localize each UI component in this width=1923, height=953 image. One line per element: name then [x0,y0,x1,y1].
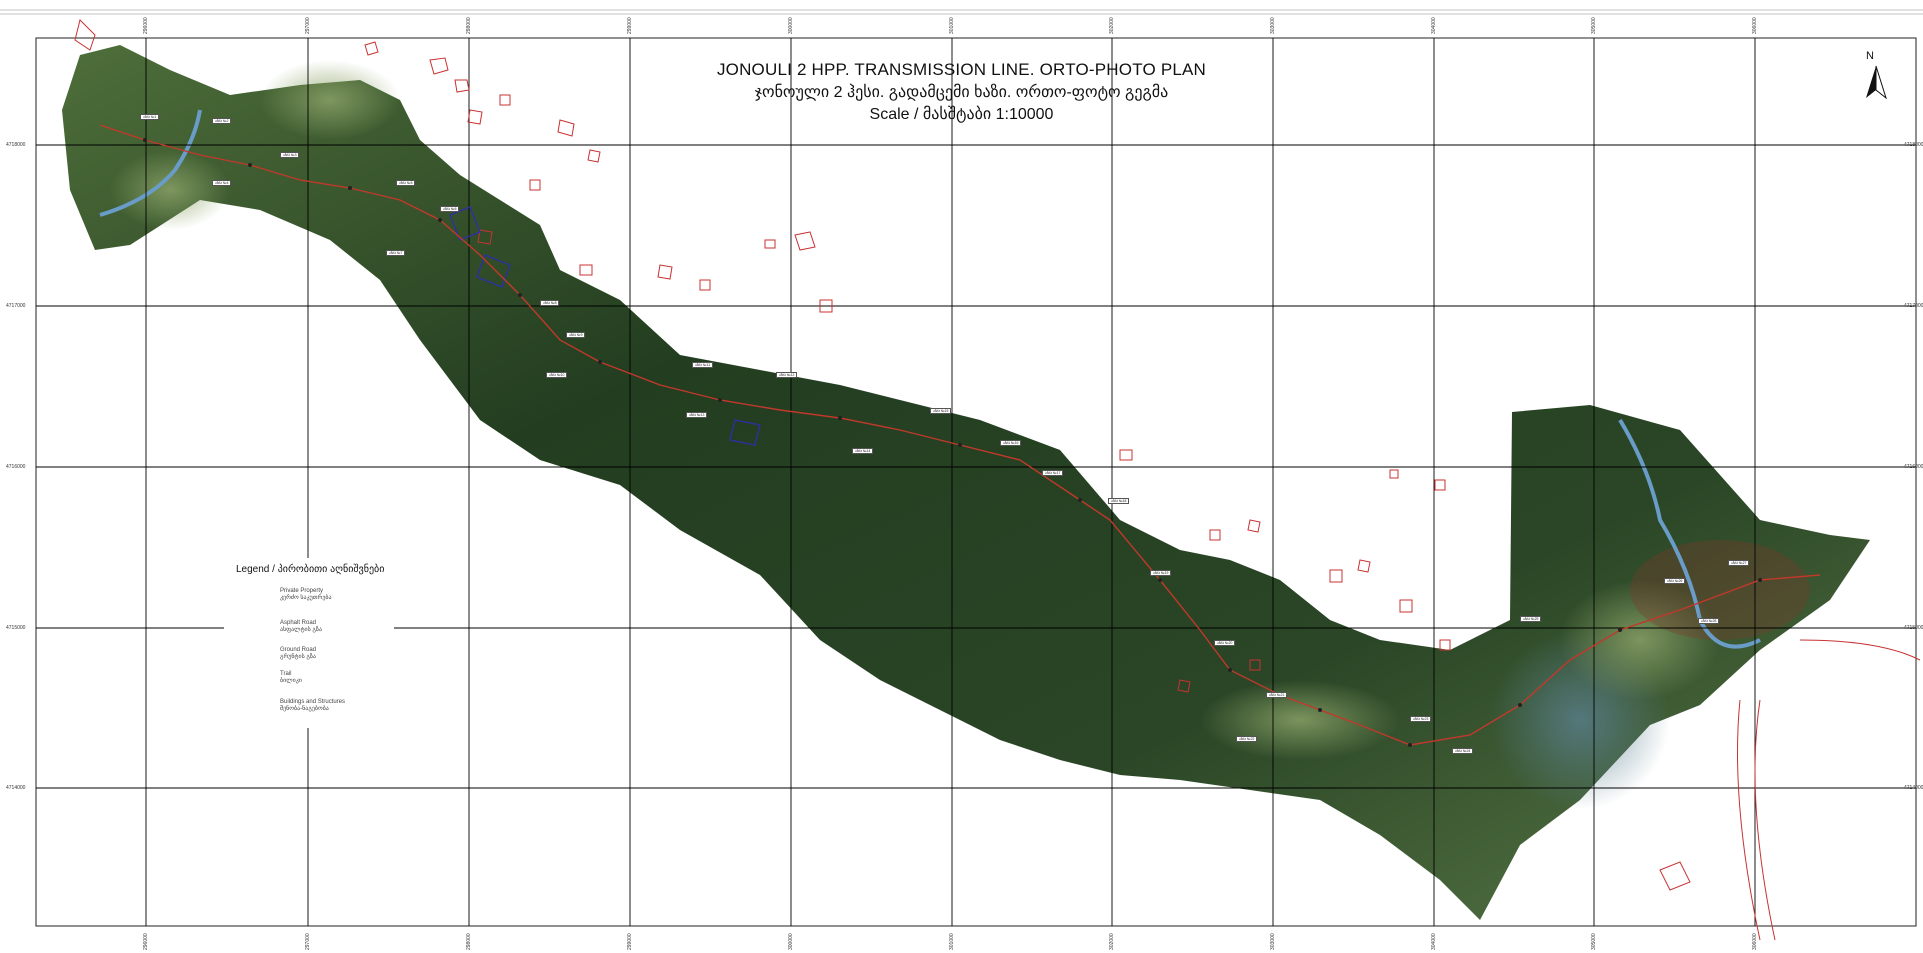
legend-label-ka: შენობა-ნაგებობა [280,706,329,712]
grid-tick-top: 300000 [788,17,794,34]
grid-tick-bottom: 304000 [1431,933,1437,950]
grid-tick-right: 4718000 [1904,142,1923,148]
grid-tick-right: 4715000 [1904,625,1923,631]
tower-label: ანძა №14 [852,448,874,454]
tower-label: ანძა №1 [140,114,160,120]
grid-tick-top: 305000 [1591,17,1597,34]
tower-label: ანძა №22 [1236,736,1258,742]
grid-tick-bottom: 300000 [788,933,794,950]
building-outlines [449,206,761,446]
north-arrow-icon [1866,65,1887,100]
tower-label: ანძა №4 [212,180,232,186]
legend: Legend / პირობითი აღნიშვნები Private Pro… [224,558,394,728]
tower-label: ანძა №5 [396,180,416,186]
tower-points [143,138,1762,747]
tower-label: ანძა №9 [566,332,586,338]
grid-tick-left: 4718000 [6,142,26,148]
grid-tick-bottom: 306000 [1752,933,1758,950]
map-frame [35,37,1917,927]
orthophoto-strip [62,45,1870,920]
tower-label: ანძა №3 [280,152,300,158]
grid-tick-bottom: 296000 [143,933,149,950]
map-scale: Scale / მასშტაბი 1:10000 [869,106,1054,123]
map-title-georgian: ჯონოული 2 ჰესი. გადამცემი ხაზი. ორთო-ფოტ… [754,84,1169,101]
tower-label: ანძა №11 [692,362,714,368]
tower-label: ანძა №20 [1214,640,1236,646]
tower-label: ანძა №12 [776,372,798,378]
tower-label: ანძა №6 [440,206,460,212]
tower-label: ანძა №26 [1664,578,1686,584]
grid-tick-bottom: 301000 [949,933,955,950]
tower-label: ანძა №7 [386,250,406,256]
tower-label: ანძა №21 [1266,692,1288,698]
grid-tick-left: 4714000 [6,785,26,791]
grid-tick-top: 296000 [143,17,149,34]
tower-label: ანძა №2 [212,118,232,124]
grid-tick-top: 301000 [949,17,955,34]
tower-label: ანძა №16 [1000,440,1022,446]
map-title: JONOULI 2 HPP. TRANSMISSION LINE. ORTO-P… [716,60,1207,79]
tower-label: ანძა №24 [1452,748,1474,754]
grid-tick-right: 4714000 [1904,785,1923,791]
grid-tick-top: 303000 [1270,17,1276,34]
tower-label: ანძა №27 [1728,560,1750,566]
grid-tick-bottom: 297000 [305,933,311,950]
private-property-outlines [74,19,1921,941]
grid-tick-left: 4717000 [6,303,26,309]
legend-label-ka: ასფალტის გზა [280,627,322,633]
legend-label-ka: კერძო საკუთრება [280,595,332,601]
legend-title: Legend / პირობითი აღნიშვნები [236,564,385,575]
grid-tick-top: 302000 [1109,17,1115,34]
tower-label: ანძა №13 [686,412,708,418]
tower-label: ანძა №28 [1698,618,1720,624]
grid-tick-bottom: 302000 [1109,933,1115,950]
legend-label-en: Ground Road [280,647,317,653]
grid-tick-top: 304000 [1431,17,1437,34]
tower-label: ანძა №10 [546,372,568,378]
tower-label: ანძა №19 [1150,570,1172,576]
grid-tick-left: 4716000 [6,464,26,470]
legend-label-ka: ბილიკი [280,678,302,684]
legend-label-en: Asphalt Road [280,620,317,626]
legend-label-ka: გრუნტის გზა [280,654,316,660]
grid-tick-top: 297000 [305,17,311,34]
legend-label-en: Buildings and Structures [280,699,346,705]
tower-label: ანძა №25 [1520,616,1542,622]
grid-tick-left: 4715000 [6,625,26,631]
tower-label: ანძა №18 [1108,498,1130,504]
legend-label-en: Trail [280,671,292,677]
tower-label: ანძა №17 [1042,470,1064,476]
north-label: N [1866,50,1874,62]
grid-tick-bottom: 299000 [627,933,633,950]
tower-label: ანძა №15 [930,408,952,414]
grid-tick-right: 4716000 [1904,464,1923,470]
grid-tick-bottom: 298000 [466,933,472,950]
tower-label: ანძა №8 [540,300,560,306]
grid-tick-top: 299000 [627,17,633,34]
legend-label-en: Private Property [280,588,324,594]
tower-label: ანძა №23 [1410,716,1432,722]
grid-tick-bottom: 305000 [1591,933,1597,950]
grid-tick-top: 306000 [1752,17,1758,34]
grid-tick-right: 4717000 [1904,303,1923,309]
grid-tick-bottom: 303000 [1270,933,1276,950]
grid-tick-top: 298000 [466,17,472,34]
